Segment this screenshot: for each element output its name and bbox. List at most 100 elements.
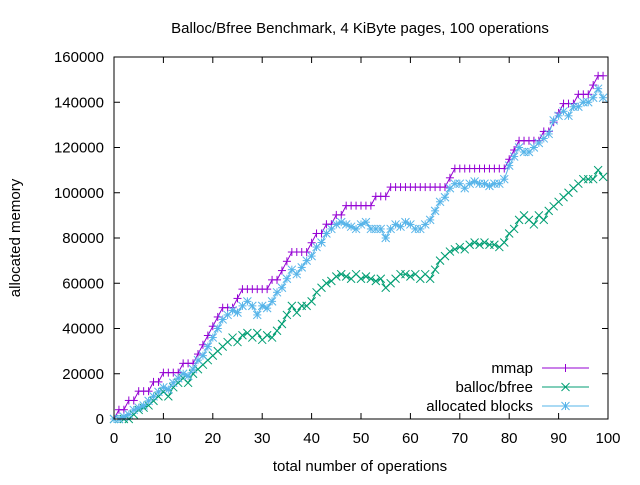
marker-stroke <box>376 274 386 284</box>
data-point <box>499 174 509 184</box>
marker-stroke <box>272 326 282 336</box>
data-point <box>322 278 331 288</box>
data-point <box>282 274 292 284</box>
data-point <box>154 377 163 386</box>
marker-stroke <box>544 129 554 139</box>
marker-stroke <box>450 244 460 254</box>
data-point <box>430 265 440 275</box>
marker-stroke <box>371 276 381 286</box>
data-point <box>203 342 213 351</box>
marker-stroke <box>465 240 475 250</box>
y-tick-label: 40000 <box>62 321 104 338</box>
data-point <box>341 272 351 281</box>
data-point <box>282 310 292 320</box>
axes: 0 10 20 30 40 50 60 70 80 90 100 0 20000 40000 60000 80… <box>54 49 621 447</box>
series-balloc-bfree <box>109 165 608 424</box>
y-tick-label: 100000 <box>54 185 104 202</box>
data-point <box>337 210 346 219</box>
marker-stroke <box>539 215 549 225</box>
marker-stroke <box>534 211 544 220</box>
data-point <box>440 183 449 192</box>
marker-stroke <box>425 215 435 225</box>
marker-stroke <box>267 333 277 342</box>
data-point <box>277 283 287 293</box>
x-tick-label: 10 <box>155 430 172 447</box>
data-point <box>440 192 450 202</box>
data-point <box>561 401 570 411</box>
data-point <box>277 319 287 329</box>
y-tick-label: 20000 <box>62 366 104 383</box>
marker-stroke <box>331 272 341 281</box>
data-point <box>425 215 435 225</box>
marker-stroke <box>159 382 168 392</box>
marker-stroke <box>238 330 247 340</box>
y-tick-label: 80000 <box>62 230 104 247</box>
data-point <box>406 272 415 281</box>
legend: mmap balloc/bfree allocated blocks <box>426 360 589 415</box>
data-point <box>465 240 475 250</box>
data-point <box>588 93 598 103</box>
data-point <box>292 308 302 318</box>
marker-stroke <box>401 269 410 279</box>
data-point <box>366 201 375 210</box>
x-tick-label: 100 <box>595 430 620 447</box>
data-point <box>208 333 218 342</box>
marker-stroke <box>262 330 272 340</box>
marker-stroke <box>247 301 257 311</box>
data-point <box>401 269 410 279</box>
marker-stroke <box>287 265 297 275</box>
marker-stroke <box>346 222 356 232</box>
marker-stroke <box>351 269 361 279</box>
marker-stroke <box>163 385 173 394</box>
plot-frame <box>113 56 609 420</box>
marker-stroke <box>381 233 391 243</box>
data-point <box>499 238 509 247</box>
marker-stroke <box>198 351 208 361</box>
marker-stroke <box>336 217 346 227</box>
data-point <box>425 274 435 284</box>
x-tick-label: 70 <box>451 430 468 447</box>
marker-stroke <box>341 272 351 281</box>
marker-stroke <box>376 224 386 234</box>
marker-stroke <box>257 301 267 311</box>
data-point <box>599 71 608 80</box>
marker-stroke <box>341 220 351 229</box>
marker-stroke <box>401 217 410 227</box>
marker-stroke <box>188 364 198 374</box>
x-tick-label: 0 <box>110 430 118 447</box>
marker-stroke <box>282 310 292 320</box>
data-point <box>381 192 390 201</box>
marker-stroke <box>336 269 346 279</box>
marker-stroke <box>252 328 262 338</box>
data-point <box>307 238 316 247</box>
marker-stroke <box>440 192 450 202</box>
marker-stroke <box>233 337 242 347</box>
marker-stroke <box>470 238 479 247</box>
data-point <box>292 269 302 279</box>
data-point <box>183 371 193 381</box>
y-tick-label: 60000 <box>62 275 104 292</box>
marker-stroke <box>509 224 519 234</box>
data-point <box>307 296 316 306</box>
chart-title: Balloc/Bfree Benchmark, 4 KiByte pages, … <box>171 20 549 37</box>
data-point <box>544 129 554 139</box>
marker-stroke <box>514 143 524 152</box>
marker-stroke <box>252 310 262 320</box>
data-point <box>450 244 460 254</box>
y-tick-label: 120000 <box>54 140 104 157</box>
data-point <box>297 263 307 272</box>
marker-stroke <box>598 93 608 103</box>
marker-stroke <box>277 319 287 329</box>
y-axis-label: allocated memory <box>7 178 24 297</box>
data-point <box>371 276 381 286</box>
marker-stroke <box>183 371 193 381</box>
data-point <box>252 328 262 338</box>
data-point <box>529 220 539 229</box>
marker-stroke <box>361 217 371 227</box>
marker-stroke <box>588 174 598 184</box>
data-point <box>277 266 286 275</box>
data-point <box>564 111 573 121</box>
data-point <box>183 378 193 388</box>
data-point <box>584 90 593 99</box>
marker-stroke <box>228 333 237 342</box>
